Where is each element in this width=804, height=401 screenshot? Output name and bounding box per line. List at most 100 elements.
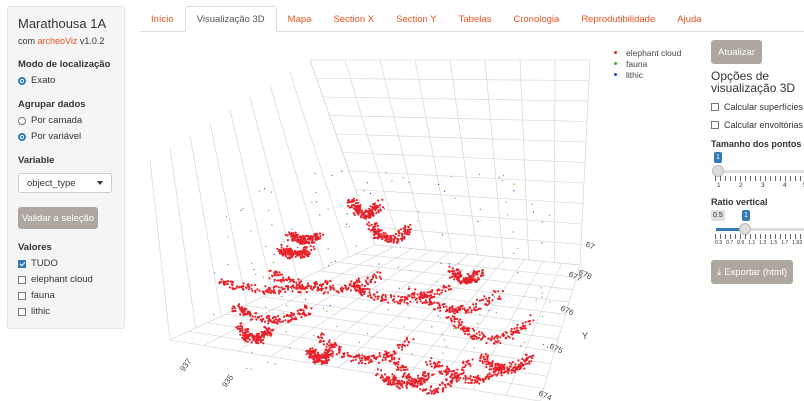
legend-item-fauna[interactable]: fauna	[614, 58, 681, 69]
tab-ajuda[interactable]: Ajuda	[677, 13, 702, 25]
vertical-ratio-label: Ratio vertical	[711, 197, 768, 207]
data-point	[445, 286, 448, 289]
data-point	[406, 233, 409, 236]
export-label: Exportar (html)	[724, 266, 788, 278]
tab-tabelas[interactable]: Tabelas	[458, 13, 492, 25]
data-point	[287, 250, 291, 253]
visualization-options-panel: Atualizar Opções de visualização 3D Calc…	[711, 40, 804, 284]
data-point	[496, 368, 499, 371]
radio-button[interactable]	[18, 132, 26, 141]
data-point	[387, 383, 390, 386]
tab-inicio[interactable]: Início	[151, 13, 174, 25]
data-point	[347, 201, 350, 204]
archeoviz-link[interactable]: archeoViz	[37, 36, 78, 46]
data-point	[249, 314, 252, 317]
data-point	[409, 223, 412, 226]
data-point	[352, 212, 355, 215]
update-button[interactable]: Atualizar	[711, 40, 762, 64]
data-point	[276, 271, 279, 274]
data-point	[380, 299, 383, 302]
slider-track[interactable]	[716, 170, 804, 173]
grid-line	[414, 59, 453, 253]
export-html-button[interactable]: ⤓ Exportar (html)	[711, 260, 793, 284]
legend-item-elephant-cloud[interactable]: elephant cloud	[614, 47, 681, 58]
radio-exato[interactable]: Exato	[18, 75, 114, 86]
tab-mapa[interactable]: Mapa	[287, 13, 312, 25]
data-point	[400, 232, 403, 235]
tab-section-y[interactable]: Section Y	[396, 13, 437, 25]
data-point	[316, 356, 319, 359]
data-point	[237, 325, 240, 328]
data-point	[446, 370, 449, 374]
data-point	[433, 308, 436, 311]
data-point	[450, 319, 453, 322]
tab-section-x[interactable]: Section X	[333, 13, 375, 25]
data-point	[464, 330, 467, 333]
data-point	[316, 354, 319, 357]
radio-button[interactable]	[18, 116, 26, 125]
data-point	[470, 311, 473, 314]
data-point	[353, 207, 356, 210]
data-point	[319, 214, 321, 216]
3d-scatter-plot[interactable]: 674 675 676 677 678 67 678 Y 937 935	[150, 40, 695, 401]
checkbox[interactable]	[18, 291, 26, 300]
data-point	[278, 320, 281, 323]
data-point	[314, 354, 317, 357]
grid-line	[506, 263, 562, 396]
checkbox[interactable]	[711, 121, 719, 129]
radio-button[interactable]	[18, 76, 26, 85]
data-point	[367, 295, 370, 298]
tab-reprodutibilidade[interactable]: Reprodutibilidade	[581, 13, 656, 25]
checkbox[interactable]	[18, 307, 26, 316]
data-point	[473, 329, 476, 332]
data-point	[404, 368, 407, 371]
checkbox[interactable]	[18, 259, 26, 268]
checkbox[interactable]	[711, 103, 719, 111]
variable-select[interactable]: object_type	[18, 173, 112, 193]
data-point	[503, 366, 506, 369]
data-point	[385, 172, 387, 174]
data-point	[491, 362, 494, 365]
data-point	[303, 246, 306, 249]
data-point	[453, 269, 456, 272]
checkbox-lithic[interactable]: lithic	[18, 306, 114, 317]
radio-label: Por variável	[31, 131, 82, 142]
data-point	[297, 312, 300, 315]
data-point	[291, 255, 294, 258]
radio-por-variavel[interactable]: Por variável	[18, 131, 114, 142]
vertical-ratio-slider[interactable]: 0.5 1 0.5 0.7 0.9 1.1 1.3 1.5 1.7 1.92	[711, 210, 804, 246]
checkbox-tudo[interactable]: TUDO	[18, 258, 114, 269]
data-point	[378, 355, 382, 358]
data-point	[383, 380, 386, 383]
tab-cronologia[interactable]: Cronologia	[513, 13, 560, 25]
slider-track[interactable]	[716, 228, 804, 231]
checkbox-calc-hulls[interactable]: Calcular envoltórias	[711, 120, 804, 130]
data-point	[415, 297, 418, 300]
data-point	[307, 253, 310, 256]
data-point	[422, 296, 425, 299]
checkbox-elephant-cloud[interactable]: elephant cloud	[18, 274, 114, 285]
checkbox-calc-surfaces[interactable]: Calcular superfícies	[711, 102, 804, 112]
validate-selection-button[interactable]: Validar a seleção	[18, 207, 98, 229]
data-point	[284, 253, 287, 256]
data-point	[498, 297, 501, 300]
checkbox-fauna[interactable]: fauna	[18, 290, 114, 301]
data-point	[363, 211, 366, 214]
tab-visualizacao-3d[interactable]: Visualização 3D	[184, 6, 277, 33]
data-point	[326, 342, 329, 346]
data-point	[407, 379, 410, 382]
radio-por-camada[interactable]: Por camada	[18, 115, 114, 126]
legend-item-lithic[interactable]: lithic	[614, 69, 681, 80]
data-point	[449, 310, 452, 313]
data-point	[393, 376, 396, 379]
data-point	[398, 287, 400, 289]
data-point	[397, 383, 400, 386]
legend-marker-icon	[614, 51, 617, 54]
data-point	[268, 210, 270, 212]
point-size-slider[interactable]: 1 1 2 3 4 5	[711, 152, 804, 188]
data-point	[346, 204, 350, 207]
data-point	[255, 334, 258, 338]
data-point	[432, 373, 435, 376]
data-point	[281, 296, 283, 298]
checkbox[interactable]	[18, 275, 26, 284]
